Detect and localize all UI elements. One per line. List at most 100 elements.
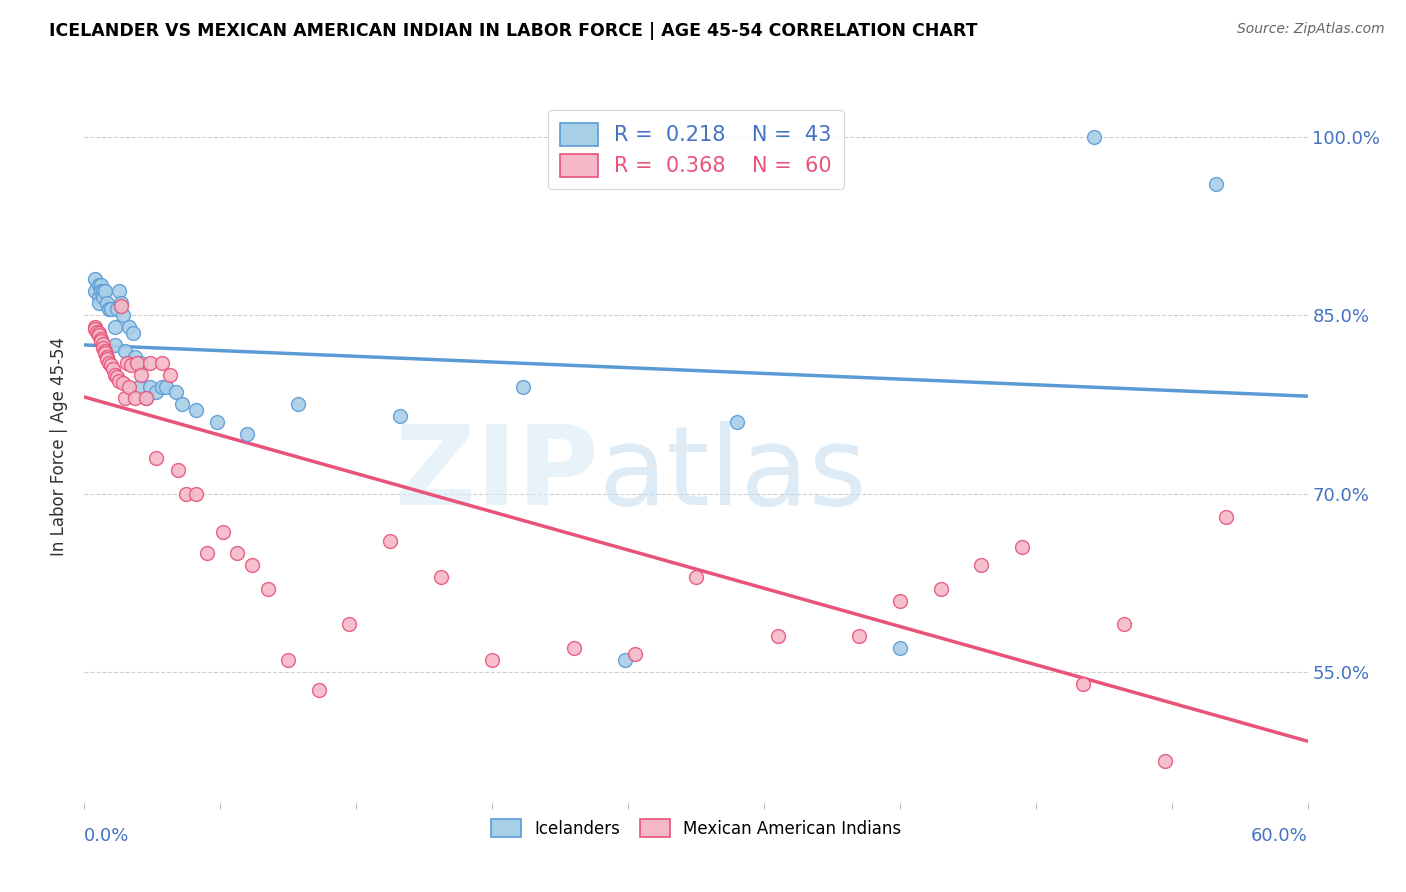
Text: 60.0%: 60.0% [1251,827,1308,845]
Point [118,379,141,393]
Point [172,397,194,411]
Point [105,302,128,317]
Point [165,385,187,400]
Point [1205,178,1227,192]
Point [1154,754,1177,768]
Point [120,358,142,372]
Point [83,320,105,334]
Point [105,370,128,384]
Point [91,342,114,356]
Point [240,558,263,572]
Point [97,302,120,317]
Point [257,582,280,596]
Point [131,356,153,370]
Point [91,336,114,351]
Point [150,356,173,370]
Point [889,593,911,607]
Point [90,332,112,346]
Point [96,352,118,367]
Point [339,617,361,632]
Point [104,338,127,352]
Point [100,302,122,317]
Point [725,415,748,429]
Point [93,285,115,299]
Point [108,285,131,299]
Point [87,278,110,293]
Point [91,290,114,304]
Point [83,285,105,299]
Point [145,385,167,400]
Point [128,379,150,393]
Point [83,272,105,286]
Point [929,582,952,596]
Point [115,356,138,370]
Point [380,534,402,549]
Point [277,653,299,667]
Point [685,570,707,584]
Point [90,278,112,293]
Point [308,682,330,697]
Text: ZIP: ZIP [395,421,598,528]
Point [110,299,132,313]
Text: 0.0%: 0.0% [84,827,129,845]
Point [86,325,108,339]
Point [155,379,177,393]
Point [562,641,585,656]
Point [87,290,110,304]
Point [145,450,167,465]
Point [1073,677,1095,691]
Point [135,392,157,406]
Point [186,403,208,417]
Point [226,546,249,560]
Point [90,334,112,349]
Point [481,653,503,667]
Point [236,427,259,442]
Point [186,486,208,500]
Point [195,546,218,560]
Point [112,308,135,322]
Point [87,326,110,340]
Point [101,361,124,376]
Point [104,368,127,382]
Point [114,392,136,406]
Point [96,350,118,364]
Point [138,356,160,370]
Point [1215,510,1237,524]
Point [96,296,118,310]
Point [174,486,197,500]
Point [205,415,228,429]
Legend: Icelanders, Mexican American Indians: Icelanders, Mexican American Indians [484,813,908,845]
Point [122,326,145,340]
Point [159,368,181,382]
Text: atlas: atlas [598,421,866,528]
Point [135,392,157,406]
Point [110,296,132,310]
Point [150,379,173,393]
Point [118,320,141,334]
Point [1011,540,1033,554]
Point [512,379,534,393]
Point [104,320,127,334]
Point [112,376,135,390]
Point [766,629,789,643]
Point [138,379,160,393]
Point [108,374,131,388]
Point [1114,617,1136,632]
Point [83,322,105,336]
Point [848,629,870,643]
Point [131,368,153,382]
Point [124,392,146,406]
Point [127,356,149,370]
Point [970,558,993,572]
Point [100,358,122,372]
Point [87,296,110,310]
Point [167,463,190,477]
Point [889,641,911,656]
Point [624,647,647,661]
Text: Source: ZipAtlas.com: Source: ZipAtlas.com [1237,22,1385,37]
Point [389,409,412,424]
Point [91,285,114,299]
Text: ICELANDER VS MEXICAN AMERICAN INDIAN IN LABOR FORCE | AGE 45-54 CORRELATION CHAR: ICELANDER VS MEXICAN AMERICAN INDIAN IN … [49,22,977,40]
Point [93,346,115,360]
Point [87,328,110,343]
